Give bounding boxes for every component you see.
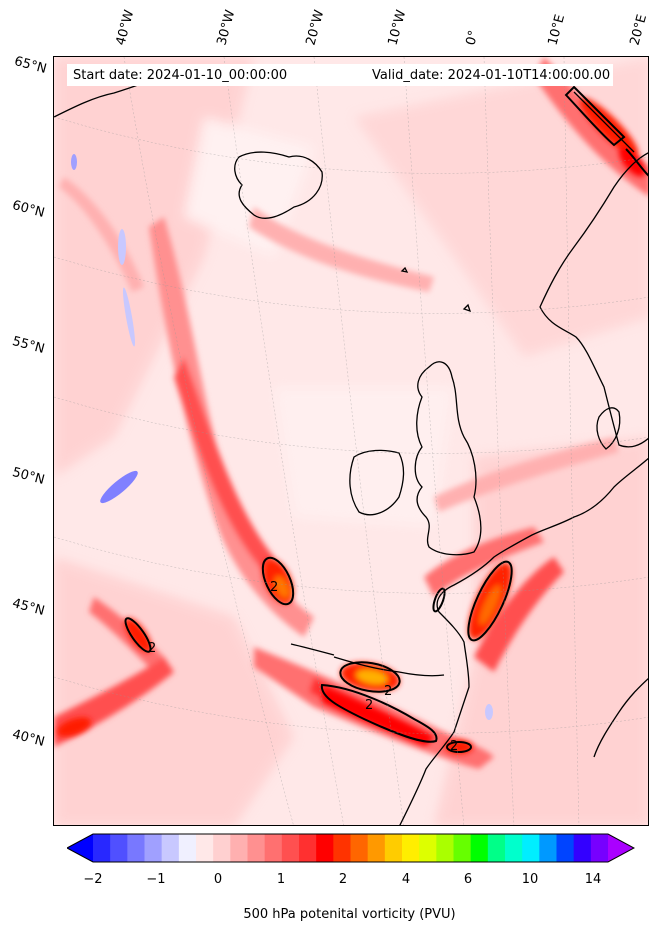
colorbar-cell bbox=[573, 834, 592, 862]
pv-field-light bbox=[54, 57, 648, 825]
colorbar-cell bbox=[419, 834, 437, 862]
colorbar-cell bbox=[110, 834, 128, 862]
colorbar-extend-low bbox=[67, 834, 93, 862]
colorbar-cell bbox=[487, 834, 506, 862]
colorbar-cell bbox=[556, 834, 575, 862]
colorbar-cells bbox=[67, 834, 634, 862]
pv-map bbox=[54, 57, 648, 825]
latitude-label: 50°N bbox=[10, 465, 47, 488]
contour-label: 2 bbox=[384, 684, 393, 699]
latitude-label: 65°N bbox=[12, 54, 49, 77]
colorbar-cell bbox=[178, 834, 197, 862]
colorbar-cell bbox=[161, 834, 180, 862]
latitude-label: 40°N bbox=[10, 727, 47, 750]
coastlines bbox=[54, 74, 648, 825]
colorbar-label: 500 hPa potenital vorticity (PVU) bbox=[243, 907, 456, 922]
pv-streamers bbox=[54, 57, 648, 769]
longitude-label: 30°W bbox=[214, 8, 239, 47]
colorbar-cell bbox=[402, 834, 420, 862]
map-panel bbox=[53, 56, 649, 826]
contour-label: 2 bbox=[450, 739, 459, 754]
longitude-label: 10°W bbox=[385, 8, 410, 47]
colorbar-cell bbox=[384, 834, 403, 862]
colorbar-outline bbox=[67, 833, 635, 863]
colorbar-cell bbox=[539, 834, 557, 862]
contour-label: 2 bbox=[148, 641, 157, 656]
colorbar-cell bbox=[299, 834, 317, 862]
longitude-label: 10°E bbox=[545, 12, 569, 48]
longitude-label: 20°E bbox=[627, 12, 651, 48]
colorbar-tick: 10 bbox=[521, 872, 539, 887]
colorbar bbox=[67, 833, 635, 863]
colorbar-cell bbox=[333, 834, 351, 862]
contour-label: 2 bbox=[270, 580, 279, 595]
negative-pv-patches bbox=[71, 154, 493, 720]
colorbar-cell bbox=[93, 834, 111, 862]
colorbar-tick: 2 bbox=[338, 872, 348, 887]
colorbar-cell bbox=[127, 834, 145, 862]
latitude-label: 60°N bbox=[10, 198, 47, 221]
colorbar-cell bbox=[453, 834, 472, 862]
colorbar-cell bbox=[230, 834, 248, 862]
colorbar-cell bbox=[590, 834, 609, 862]
colorbar-cell bbox=[144, 834, 163, 862]
colorbar-cell bbox=[281, 834, 300, 862]
colorbar-cell bbox=[470, 834, 489, 862]
longitude-label: 40°W bbox=[113, 8, 138, 47]
colorbar-cell bbox=[436, 834, 454, 862]
colorbar-cell bbox=[247, 834, 266, 862]
pv-contours-2pvu bbox=[124, 85, 648, 753]
colorbar-extend-high bbox=[608, 834, 634, 862]
colorbar-cell bbox=[505, 834, 523, 862]
colorbar-tick: 4 bbox=[401, 872, 411, 887]
colorbar-tick: 0 bbox=[213, 872, 223, 887]
start-date-label: Start date: 2024-01-10_00:00:00 bbox=[67, 64, 613, 86]
colorbar-tick: 6 bbox=[463, 872, 473, 887]
colorbar-tick: 14 bbox=[584, 872, 602, 887]
latitude-label: 45°N bbox=[10, 596, 47, 619]
valid-date-label: Valid_date: 2024-01-10T14:00:00.00 bbox=[372, 67, 611, 83]
colorbar-tick: −1 bbox=[146, 872, 166, 887]
colorbar-tick: −2 bbox=[83, 872, 103, 887]
colorbar-cell bbox=[350, 834, 369, 862]
colorbar-cell bbox=[522, 834, 540, 862]
graticule bbox=[54, 57, 648, 825]
longitude-label: 0° bbox=[463, 28, 482, 47]
colorbar-cell bbox=[367, 834, 386, 862]
colorbar-cell bbox=[316, 834, 334, 862]
longitude-label: 20°W bbox=[303, 8, 328, 47]
colorbar-cell bbox=[213, 834, 231, 862]
colorbar-cell bbox=[264, 834, 283, 862]
colorbar-tick: 1 bbox=[276, 872, 286, 887]
latitude-label: 55°N bbox=[10, 334, 47, 357]
colorbar-cell bbox=[196, 834, 214, 862]
contour-label: 2 bbox=[365, 698, 374, 713]
